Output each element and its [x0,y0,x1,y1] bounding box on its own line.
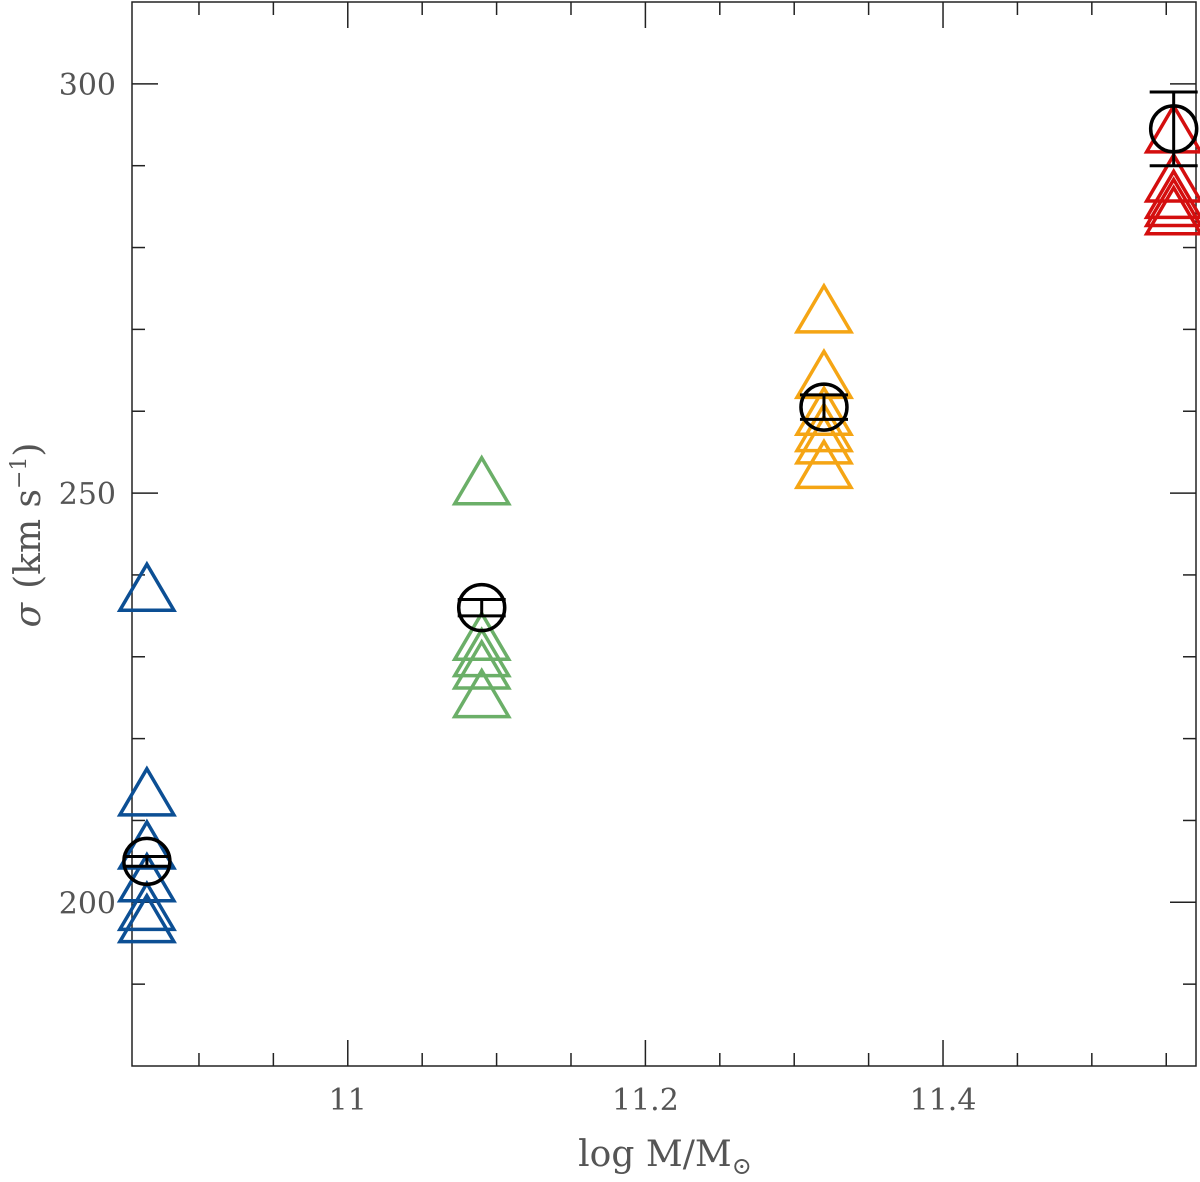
y-tick-label: 300 [59,68,116,103]
x-tick-label: 11.2 [612,1083,679,1118]
triangle-marker [116,851,177,903]
y-axis-label-superscript: −1 [7,457,32,489]
triangle-marker [1143,184,1200,236]
x-axis-label-text: log M/M [578,1134,732,1175]
y-tick-label: 200 [59,886,116,921]
triangle-marker [451,454,512,506]
x-tick-label: 11 [329,1083,367,1118]
axis-ticks [132,2,1196,1066]
y-axis-label-close: ) [8,443,49,457]
triangle-marker [451,638,512,690]
triangle-marker [1143,151,1200,203]
triangle-marker [116,892,177,944]
y-axis-label-symbol: σ [8,601,49,627]
triangle-marker [451,626,512,678]
plot-frame [131,1,1197,1067]
triangle-marker [116,818,177,870]
triangle-marker [1143,167,1200,220]
triangle-marker [116,560,177,612]
mean-circle-marker [799,382,849,432]
x-tick-label: 11.4 [910,1083,977,1118]
triangle-marker [1143,176,1200,228]
triangle-marker [116,765,177,817]
mean-circle-marker [122,836,172,887]
mean-circle-marker [456,582,507,633]
triangle-marker [116,879,177,932]
triangle-marker [793,282,855,334]
triangle-marker [793,413,855,465]
x-axis-label-subscript: ⊙ [732,1152,752,1180]
triangle-marker [451,667,512,719]
data-markers [116,90,1200,944]
x-axis-label: log M/M⊙ [578,1134,752,1180]
y-axis-label: σ (km s−1) [7,443,49,628]
axis-tick-labels: 11 11.2 11.4 200 250 300 [59,68,977,1118]
triangle-marker [793,384,855,436]
y-axis-label-text: (km s [8,489,49,589]
triangle-marker [793,437,855,490]
triangle-marker [451,609,512,662]
y-tick-label: 250 [59,477,116,512]
